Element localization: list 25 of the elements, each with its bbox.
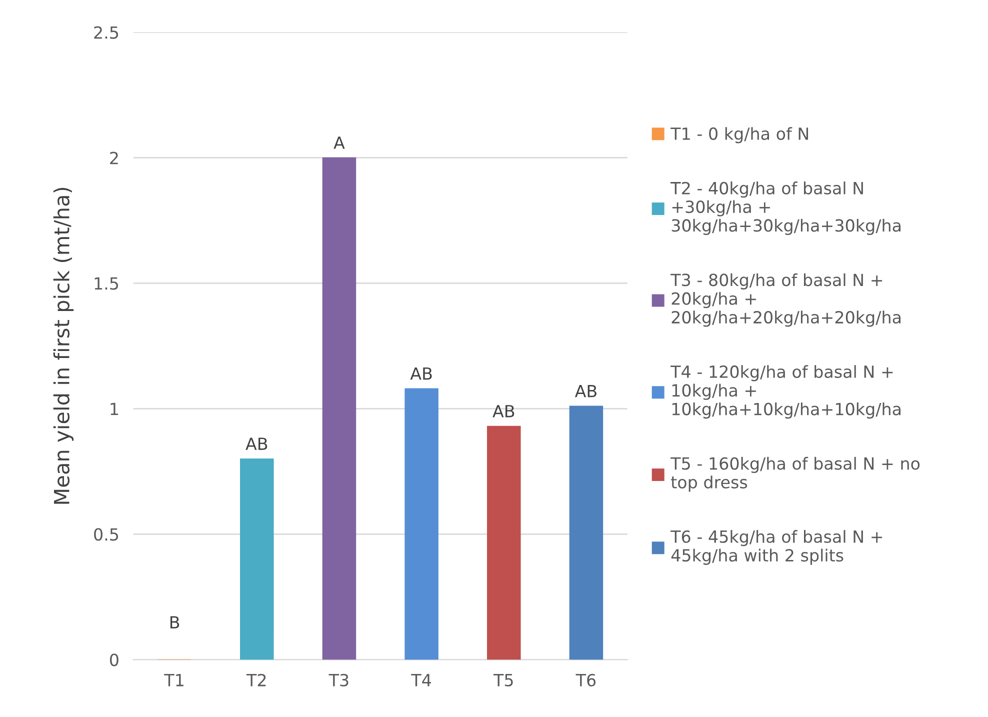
x-tick-label: T6 (576, 674, 596, 686)
legend-label: T4 - 120kg/ha of basal N + 10kg/ha + 10kg/ha+10kg/ha+10kg/ha (670, 365, 900, 419)
y-tick-label: 2 (110, 152, 118, 164)
y-axis-title: Mean yield in first pick (mt/ha) (53, 188, 74, 504)
y-tick-label: 2.5 (94, 26, 118, 39)
legend-label: T2 - 40kg/ha of basal N +30kg/ha + 30kg/ha+30kg/ha+30kg/ha (670, 182, 900, 235)
legend-label: T1 - 0 kg/ha of N (670, 127, 808, 144)
annotation: AB (246, 438, 268, 450)
legend-label: T5 - 160kg/ha of basal N + no top dress (670, 456, 920, 492)
y-tick-label: 0 (110, 654, 118, 666)
legend-label: T3 - 80kg/ha of basal N + 20kg/ha + 20kg/ha+20kg/ha+20kg/ha (670, 273, 900, 327)
x-tick-label: T4 (411, 674, 432, 686)
x-tick-label: T3 (328, 674, 348, 686)
x-tick-label: T1 (164, 674, 184, 686)
annotation: B (170, 616, 180, 628)
x-tick-label: T5 (493, 674, 513, 686)
annotation: AB (574, 385, 596, 398)
annotation: A (334, 136, 345, 149)
y-tick-label: 1.5 (94, 277, 118, 290)
y-tick-label: 1 (110, 402, 118, 416)
annotation: AB (492, 405, 514, 418)
legend-label: T6 - 45kg/ha of basal N + 45kg/ha with 2 splits (670, 530, 882, 565)
annotation: AB (410, 367, 432, 380)
x-tick-label: T2 (246, 674, 266, 686)
y-tick-label: 0.5 (94, 528, 118, 541)
